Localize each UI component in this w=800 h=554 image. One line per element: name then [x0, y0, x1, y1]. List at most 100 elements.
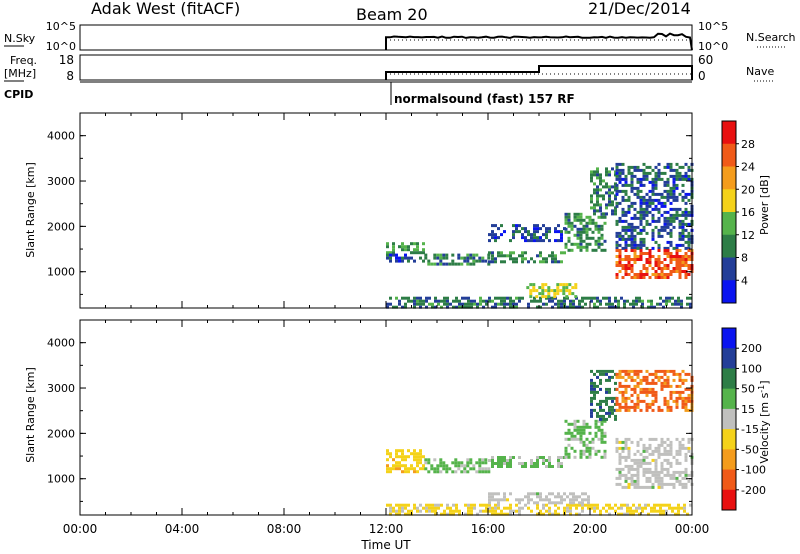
data-cell: [624, 485, 628, 489]
data-cell: [413, 467, 416, 471]
data-cell: [404, 253, 407, 257]
data-cell: [579, 215, 583, 219]
data-cell: [686, 302, 689, 306]
data-cell: [536, 506, 539, 510]
data-cell: [663, 276, 667, 279]
data-cell: [467, 503, 470, 507]
freq-tick-low: 8: [66, 69, 74, 83]
data-cell: [639, 240, 643, 244]
data-cell: [666, 458, 670, 462]
data-cell: [536, 227, 539, 231]
data-cell: [464, 296, 467, 300]
data-cell: [494, 506, 497, 510]
data-cell: [645, 390, 649, 394]
data-cell: [410, 467, 413, 471]
data-cell: [548, 509, 551, 513]
data-cell: [663, 165, 667, 169]
data-cell: [621, 485, 625, 489]
data-cell: [568, 283, 572, 287]
data-cell: [401, 245, 404, 249]
data-cell: [386, 458, 389, 462]
data-cell: [392, 248, 395, 252]
data-cell: [678, 461, 682, 465]
data-cell: [500, 512, 503, 516]
data-cell: [401, 464, 404, 468]
data-cell: [675, 177, 679, 181]
data-cell: [654, 273, 658, 276]
data-cell: [645, 369, 649, 373]
data-cell: [596, 390, 599, 394]
data-cell: [572, 492, 575, 496]
data-cell: [545, 233, 548, 237]
data-cell: [618, 452, 622, 456]
data-cell: [452, 512, 455, 516]
data-cell: [436, 262, 440, 266]
data-cell: [564, 215, 568, 219]
data-cell: [569, 498, 572, 502]
data-cell: [539, 251, 542, 255]
data-cell: [554, 509, 557, 513]
data-cell: [569, 302, 572, 306]
data-cell: [497, 465, 500, 468]
data-cell: [542, 459, 545, 462]
data-cell: [539, 498, 542, 502]
data-cell: [672, 378, 676, 382]
data-cell: [599, 399, 602, 403]
data-cell: [532, 286, 536, 290]
data-cell: [627, 207, 631, 211]
data-cell: [605, 302, 608, 306]
data-cell: [533, 224, 536, 228]
data-cell: [404, 464, 407, 468]
data-cell: [666, 264, 670, 267]
data-cell: [615, 192, 619, 196]
data-cell: [428, 503, 431, 507]
data-cell: [538, 292, 542, 296]
data-cell: [434, 296, 437, 300]
data-cell: [653, 506, 656, 510]
data-cell: [642, 264, 646, 267]
data-cell: [503, 462, 506, 465]
data-cell: [627, 408, 631, 412]
data-cell: [618, 384, 622, 388]
data-cell: [424, 458, 428, 462]
data-cell: [497, 254, 500, 258]
data-cell: [591, 236, 595, 240]
data-cell: [539, 236, 542, 240]
data-cell: [684, 470, 688, 474]
time-tick-label: 12:00: [369, 522, 404, 536]
data-cell: [557, 456, 560, 459]
data-cell: [551, 251, 554, 255]
data-cell: [461, 296, 464, 300]
data-cell: [645, 270, 649, 273]
data-cell: [630, 225, 634, 229]
data-cell: [662, 503, 665, 507]
data-cell: [567, 248, 571, 252]
data-cell: [660, 276, 664, 279]
data-cell: [419, 449, 422, 453]
data-cell: [645, 210, 649, 214]
data-cell: [678, 255, 682, 258]
data-cell: [573, 224, 577, 228]
data-cell: [651, 267, 655, 270]
data-cell: [642, 378, 646, 382]
data-cell: [615, 168, 619, 172]
data-cell: [687, 234, 691, 238]
data-cell: [615, 162, 619, 166]
data-cell: [401, 305, 404, 309]
data-cell: [479, 509, 482, 513]
data-cell: [567, 236, 571, 240]
data-cell: [687, 273, 691, 276]
data-cell: [684, 405, 688, 409]
data-cell: [460, 464, 464, 468]
data-cell: [594, 419, 598, 423]
data-cell: [654, 476, 658, 480]
data-cell: [651, 219, 655, 223]
data-cell: [674, 512, 677, 516]
data-cell: [645, 378, 649, 382]
data-cell: [669, 443, 673, 447]
data-cell: [657, 228, 661, 232]
data-cell: [630, 476, 634, 480]
data-cell: [460, 470, 464, 474]
data-cell: [657, 246, 661, 250]
data-cell: [582, 452, 586, 456]
